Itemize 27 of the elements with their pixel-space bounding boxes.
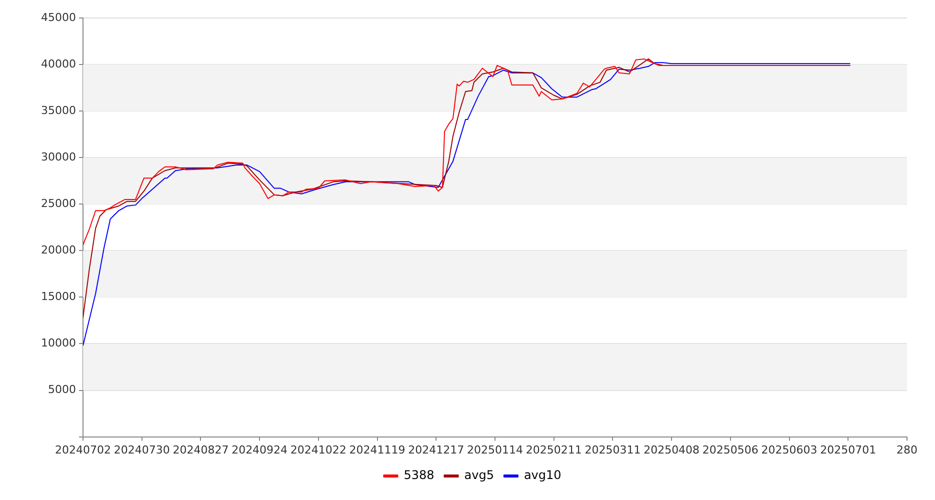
- x-tick-label: 20241217: [408, 443, 464, 456]
- x-tick-label: 20241119: [349, 443, 406, 456]
- y-tick-label: 10000: [40, 336, 76, 350]
- x-tick-label: 20250603: [761, 443, 818, 456]
- y-tick-label: 20000: [40, 244, 76, 257]
- y-tick-label: 45000: [40, 10, 76, 24]
- y-tick-label: 25000: [40, 196, 76, 210]
- legend-label: 5388: [404, 468, 434, 482]
- x-tick-label: 280: [896, 443, 918, 456]
- x-tick-label: 20240702: [54, 443, 111, 456]
- y-tick-label: 40000: [40, 57, 76, 70]
- x-tick-label: 20250114: [466, 443, 523, 456]
- y-tick-label: 15000: [40, 290, 76, 304]
- x-tick-label: 20240827: [172, 443, 229, 456]
- legend-label: avg5: [464, 468, 494, 482]
- x-tick-label: 20250408: [644, 443, 700, 456]
- legend-label: avg10: [524, 468, 562, 482]
- x-tick-label: 20250311: [584, 443, 641, 456]
- x-tick-label: 20241022: [290, 443, 346, 456]
- x-tick-label: 20250701: [820, 443, 876, 456]
- y-tick-label: 5000: [48, 383, 76, 396]
- x-tick-label: 20240924: [232, 443, 288, 456]
- x-tick-label: 20250506: [702, 443, 758, 456]
- x-tick-label: 20240730: [114, 443, 170, 456]
- y-tick-label: 35000: [40, 104, 76, 117]
- x-tick-label: 20250211: [526, 443, 582, 456]
- y-tick-label: 30000: [40, 150, 76, 164]
